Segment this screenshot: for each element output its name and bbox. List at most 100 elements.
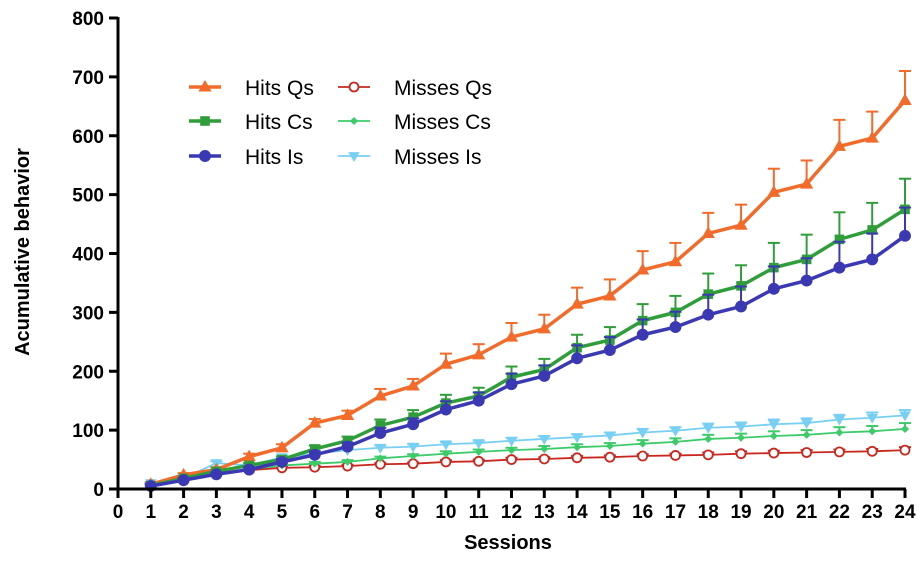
y-tick-label: 0: [93, 480, 104, 501]
data-point: [735, 448, 747, 460]
x-tick-label: 8: [375, 502, 386, 523]
data-point: [440, 456, 452, 468]
data-point: [899, 444, 911, 456]
data-point: [571, 452, 583, 464]
legend-item-hits-qs: Hits Qs: [189, 77, 314, 100]
data-point: [669, 321, 682, 334]
y-tick-label: 100: [72, 421, 104, 442]
data-point: [343, 457, 352, 466]
data-point: [901, 424, 909, 433]
data-point: [406, 378, 420, 391]
data-point: [473, 439, 485, 450]
legend-label: Misses Cs: [394, 111, 491, 134]
data-point: [472, 394, 485, 407]
plot-area: [144, 69, 912, 493]
data-point: [767, 185, 781, 197]
x-tick-label: 5: [277, 502, 288, 523]
x-tick-label: 0: [113, 502, 124, 523]
data-point: [834, 234, 845, 245]
data-point: [570, 297, 584, 309]
data-point: [407, 458, 419, 470]
x-tick-label: 13: [534, 502, 555, 523]
data-point: [473, 455, 485, 467]
data-point: [474, 447, 483, 456]
data-point: [802, 430, 811, 439]
x-tick-label: 6: [309, 502, 320, 523]
legend: Hits Qs Misses Qs Hits Cs Misses Cs Hits Is M…: [189, 77, 492, 169]
data-point: [605, 442, 614, 451]
data-point: [868, 427, 877, 436]
x-axis-title: Sessions: [464, 532, 552, 554]
data-point: [867, 225, 878, 235]
legend-label: Hits Cs: [245, 111, 313, 134]
x-tick-label: 16: [632, 502, 653, 523]
y-tick-label: 300: [72, 303, 104, 324]
data-point: [573, 443, 582, 452]
data-point: [801, 447, 813, 458]
data-point: [638, 439, 647, 448]
x-tick-label: 11: [469, 502, 490, 523]
data-point: [636, 328, 649, 341]
y-axis: 0 100 200 300 400 500 600 700 800: [72, 9, 120, 501]
data-point: [376, 454, 385, 463]
y-tick-label: 700: [72, 68, 104, 89]
x-tick-label: 18: [698, 502, 719, 523]
data-point: [538, 435, 550, 445]
data-point: [441, 449, 450, 458]
data-point: [671, 437, 680, 446]
x-tick-label: 14: [567, 502, 589, 523]
y-tick-label: 200: [72, 362, 104, 383]
data-point: [506, 454, 517, 465]
data-point: [440, 440, 452, 451]
legend-swatch-marker: [348, 81, 360, 93]
data-point: [834, 446, 845, 458]
legend-swatch-marker: [350, 117, 358, 125]
y-tick-label: 800: [72, 9, 104, 30]
data-point: [571, 352, 584, 365]
series-line: [150, 449, 906, 486]
data-point: [734, 218, 748, 230]
data-point: [308, 448, 321, 461]
data-point: [537, 321, 551, 334]
x-tick-label: 4: [244, 502, 255, 523]
y-axis-title: Acumulative behavior: [12, 148, 34, 356]
x-tick-label: 12: [501, 502, 522, 523]
legend-item-misses-qs: Misses Qs: [338, 77, 492, 100]
data-point: [507, 446, 516, 455]
data-point: [538, 370, 551, 382]
data-point: [538, 453, 550, 465]
y-tick-label: 600: [72, 127, 104, 148]
data-point: [735, 422, 747, 433]
x-tick-label: 10: [435, 502, 456, 523]
x-tick-label: 2: [178, 502, 189, 523]
data-point: [669, 426, 682, 437]
series-hits-is: [144, 206, 911, 493]
data-point: [571, 433, 583, 444]
data-point: [341, 440, 354, 453]
data-point: [373, 388, 387, 401]
data-point: [210, 468, 223, 481]
data-point: [899, 229, 911, 242]
data-point: [866, 445, 878, 457]
x-tick-label: 9: [408, 502, 419, 523]
data-point: [604, 451, 616, 463]
data-point: [768, 447, 780, 459]
legend-swatch-marker: [200, 116, 210, 126]
data-point: [702, 423, 714, 434]
x-tick-label: 22: [829, 502, 850, 523]
data-point: [504, 330, 519, 342]
data-point: [276, 455, 288, 468]
data-point: [832, 139, 847, 151]
data-point: [636, 262, 650, 275]
x-tick-label: 17: [665, 502, 686, 523]
legend-swatch-marker: [198, 80, 212, 92]
data-point: [439, 357, 453, 369]
x-tick-label: 7: [342, 502, 353, 523]
data-point: [177, 474, 190, 487]
data-point: [865, 131, 879, 143]
legend-swatch-marker: [348, 152, 360, 162]
data-point: [409, 452, 418, 461]
data-point: [898, 93, 912, 105]
x-tick-label: 23: [862, 502, 883, 523]
